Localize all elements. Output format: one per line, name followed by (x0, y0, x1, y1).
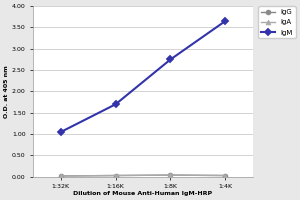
IgA (224, 174, 227, 177)
Y-axis label: O.D. at 405 nm: O.D. at 405 nm (4, 65, 9, 118)
IgA (59, 175, 62, 177)
Line: IgA: IgA (58, 173, 228, 178)
IgM (59, 131, 62, 133)
Line: IgG: IgG (58, 173, 228, 178)
Legend: IgG, IgA, IgM: IgG, IgA, IgM (258, 6, 296, 38)
IgM (114, 103, 117, 105)
IgG (114, 174, 117, 177)
IgA (169, 174, 172, 176)
IgG (169, 174, 172, 176)
X-axis label: Dilution of Mouse Anti-Human IgM-HRP: Dilution of Mouse Anti-Human IgM-HRP (74, 191, 213, 196)
IgG (59, 175, 62, 177)
IgM (169, 58, 172, 61)
Line: IgM: IgM (58, 18, 228, 135)
IgG (224, 174, 227, 177)
IgA (114, 174, 117, 177)
IgM (224, 20, 227, 22)
